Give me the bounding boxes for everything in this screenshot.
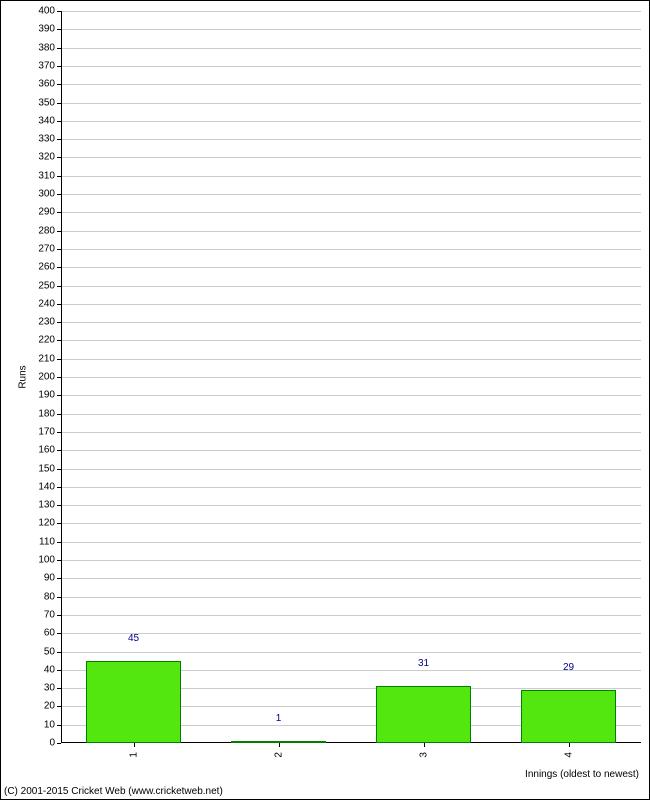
x-tick-label: 4: [563, 752, 574, 758]
copyright-text: (C) 2001-2015 Cricket Web (www.cricketwe…: [4, 786, 223, 797]
y-tick-label: 290: [38, 207, 61, 218]
y-tick-label: 10: [44, 719, 61, 730]
bar: [86, 661, 182, 743]
gridline: [61, 395, 641, 396]
bar-value-label: 31: [418, 658, 429, 672]
gridline: [61, 304, 641, 305]
chart-frame: 0 10 20 30 40 50 60 70 80 90 100 110 120 130 140 150 160…: [0, 0, 650, 800]
gridline: [61, 121, 641, 122]
y-tick-label: 70: [44, 609, 61, 620]
gridline: [61, 84, 641, 85]
y-tick-label: 120: [38, 518, 61, 529]
y-tick-label: 240: [38, 298, 61, 309]
gridline: [61, 194, 641, 195]
y-tick-label: 180: [38, 408, 61, 419]
gridline: [61, 176, 641, 177]
gridline: [61, 48, 641, 49]
gridline: [61, 597, 641, 598]
y-tick-label: 140: [38, 481, 61, 492]
bar-value-label: 29: [563, 662, 574, 676]
bar: [521, 690, 617, 743]
y-tick-label: 200: [38, 372, 61, 383]
gridline: [61, 523, 641, 524]
gridline: [61, 29, 641, 30]
y-tick-label: 330: [38, 134, 61, 145]
y-tick-label: 270: [38, 243, 61, 254]
y-tick-label: 0: [49, 738, 61, 749]
y-tick-label: 40: [44, 664, 61, 675]
y-tick-label: 30: [44, 683, 61, 694]
y-tick-label: 50: [44, 646, 61, 657]
bar-value-label: 1: [276, 713, 282, 727]
x-axis-title: Innings (oldest to newest): [525, 769, 639, 780]
x-tick-label: 3: [418, 752, 429, 758]
gridline: [61, 505, 641, 506]
gridline: [61, 212, 641, 213]
y-tick-label: 230: [38, 317, 61, 328]
x-tick-label: 2: [273, 752, 284, 758]
gridline: [61, 322, 641, 323]
y-tick-label: 160: [38, 445, 61, 456]
y-tick-label: 80: [44, 591, 61, 602]
y-tick-label: 220: [38, 335, 61, 346]
x-tick-mark: [569, 743, 570, 747]
y-tick-label: 210: [38, 353, 61, 364]
y-tick-label: 190: [38, 390, 61, 401]
x-tick-mark: [279, 743, 280, 747]
y-axis-title: Runs: [18, 365, 29, 388]
gridline: [61, 578, 641, 579]
gridline: [61, 66, 641, 67]
gridline: [61, 560, 641, 561]
x-tick-mark: [134, 743, 135, 747]
gridline: [61, 157, 641, 158]
y-tick-label: 280: [38, 225, 61, 236]
gridline: [61, 249, 641, 250]
y-tick-label: 350: [38, 97, 61, 108]
y-tick-label: 100: [38, 555, 61, 566]
bar-value-label: 45: [128, 633, 139, 647]
gridline: [61, 432, 641, 433]
y-tick-label: 390: [38, 24, 61, 35]
gridline: [61, 231, 641, 232]
gridline: [61, 267, 641, 268]
gridline: [61, 469, 641, 470]
x-tick-mark: [424, 743, 425, 747]
plot-area: 0102030405060708090100110120130140150160…: [61, 11, 641, 743]
gridline: [61, 139, 641, 140]
y-tick-label: 400: [38, 6, 61, 17]
y-tick-label: 20: [44, 701, 61, 712]
y-tick-label: 310: [38, 170, 61, 181]
gridline: [61, 652, 641, 653]
gridline: [61, 633, 641, 634]
gridline: [61, 450, 641, 451]
y-tick-label: 370: [38, 60, 61, 71]
y-tick-label: 340: [38, 115, 61, 126]
y-tick-label: 60: [44, 628, 61, 639]
y-tick-label: 90: [44, 573, 61, 584]
y-axis-line: [61, 11, 62, 743]
y-tick-label: 380: [38, 42, 61, 53]
gridline: [61, 340, 641, 341]
gridline: [61, 377, 641, 378]
gridline: [61, 286, 641, 287]
bar: [376, 686, 472, 743]
y-tick-label: 170: [38, 426, 61, 437]
y-tick-label: 320: [38, 152, 61, 163]
gridline: [61, 542, 641, 543]
x-tick-label: 1: [128, 752, 139, 758]
y-tick-label: 360: [38, 79, 61, 90]
y-tick-label: 250: [38, 280, 61, 291]
gridline: [61, 103, 641, 104]
gridline: [61, 359, 641, 360]
y-tick-label: 300: [38, 189, 61, 200]
gridline: [61, 11, 641, 12]
y-tick-label: 110: [39, 536, 61, 547]
y-tick-label: 150: [38, 463, 61, 474]
gridline: [61, 487, 641, 488]
y-tick-label: 260: [38, 262, 61, 273]
y-tick-label: 130: [38, 500, 61, 511]
gridline: [61, 615, 641, 616]
gridline: [61, 414, 641, 415]
